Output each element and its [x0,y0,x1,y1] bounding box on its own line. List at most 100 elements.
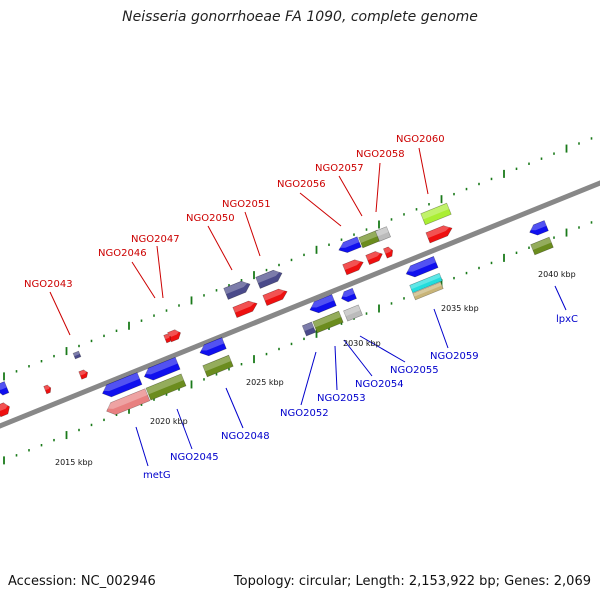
gene-label-ngo2054[interactable]: NGO2054 [355,379,404,390]
gene-ngo2053-highlight [312,311,342,328]
gene-ngo2060-b-highlight [425,225,452,239]
gene-ngo2059-up [405,256,439,278]
gene-ngo2046-shape [163,333,172,344]
leader-line [554,285,567,311]
gene-ngo2050-highlight [223,281,250,295]
gene-ngo2045-shape [145,373,187,401]
leader-line [375,162,381,213]
gene-ngo2051-shape [255,269,283,289]
gene-label-ngo2051[interactable]: NGO2051 [222,199,271,210]
gene-ngo2060-b [425,225,453,244]
gene-ngo2060-highlight [420,203,450,220]
gene-ngo2058-b [383,246,394,259]
gene-ngo2051-highlight [255,270,282,284]
gene-ngo2052 [301,321,317,337]
gene-lpxc-up-shape [529,220,549,236]
gene-ngo2047-shape [167,329,181,343]
gene-label-ngo2052[interactable]: NGO2052 [280,408,329,419]
leader-line [343,339,373,377]
gene-ngo2048-up [198,337,227,357]
gene-ngo2045-up [143,356,181,381]
gene-ngo2053-up-shape [309,294,337,314]
gene-ngo2058 [374,226,392,242]
gene-label-ngo2048[interactable]: NGO2048 [221,431,270,442]
gene-ngo2047-highlight [167,329,180,338]
gene-label-ngo2055[interactable]: NGO2055 [390,365,439,376]
gene-ngo2043 [78,369,89,380]
gene-label-lpxc[interactable]: lpxC [556,314,578,325]
gene-ngo2059-up-shape [405,256,439,278]
label-leader-lines [49,147,567,467]
genome-stats-text: Topology: circular; Length: 2,153,922 bp… [233,574,591,589]
accession-text: Accession: NC_002946 [8,574,156,589]
gene-ngo2058-highlight [375,226,389,237]
gene-label-ngo2057[interactable]: NGO2057 [315,163,364,174]
gene-label-ngo2059[interactable]: NGO2059 [430,351,479,362]
gene-ngo2052-shape [301,321,317,337]
leader-line [131,261,156,299]
gene-label-ngo2046[interactable]: NGO2046 [98,248,147,259]
gene-ngo2055 [343,304,363,322]
gene-ngo2059-highlight [412,282,442,297]
gene-ngo2056-b-shape [342,259,364,276]
gene-ngo2054-up-shape [341,287,357,303]
gene-ngo2045-highlight [146,374,184,395]
gene-ngo2050-b-highlight [232,301,257,313]
gene-ngo2050 [223,280,251,300]
gene-label-ngo2045[interactable]: NGO2045 [170,452,219,463]
gene-label-ngo2053[interactable]: NGO2053 [317,393,366,404]
leader-line [135,426,149,467]
gene-ngo2060 [420,202,452,226]
leader-line [433,308,449,349]
gene-ngo2053-up-highlight [308,294,335,308]
leader-line [49,291,71,336]
scale-label-2025: 2025 kbp [246,378,284,387]
genome-title: Neisseria gonorrhoeae FA 1090, complete … [122,9,478,25]
gene-metg-up-shape [102,372,143,398]
leader-line [225,387,244,429]
leader-line [338,175,363,217]
gene-ngo2053 [312,310,344,334]
gene-ngo2058-b-highlight [383,247,392,254]
gene-ngo2050-shape [223,280,251,300]
gene-ngo2056-b [342,259,364,276]
gene-label-ngo2058[interactable]: NGO2058 [356,149,405,160]
gene-ngo2053-shape [312,310,344,334]
gene-ngo2055-shape [343,304,363,322]
scale-label-2030: 2030 kbp [343,339,381,348]
gene-ngo2045 [145,373,187,401]
scale-label-2020: 2020 kbp [150,417,188,426]
gene-ngo2059-c-highlight [409,273,441,290]
leader-line [176,408,193,450]
gene-ngo2058-shape [374,226,392,242]
gene-ngo2054-up-highlight [340,288,355,298]
gene-ngo2048-up-shape [199,337,227,357]
leader-line [244,211,261,257]
gene-ngo2051 [255,269,283,289]
gene-label-metg[interactable]: metG [143,470,171,481]
gene-ngo2043-highlight [78,370,88,376]
leader-line [359,335,406,363]
gene-ngo2051-b-highlight [262,289,287,301]
gene-label-ngo2056[interactable]: NGO2056 [277,179,326,190]
leader-line [299,192,342,227]
gene-ngo2059-c-shape [409,272,443,294]
gene-ngo2043-a-highlight [73,351,80,357]
gene-lpxc-up-highlight [528,220,547,231]
gene-ngo2057-b-shape [365,251,383,266]
gene-label-ngo2060[interactable]: NGO2060 [396,134,445,145]
gene-label-ngo2050[interactable]: NGO2050 [186,213,235,224]
scale-label-2015: 2015 kbp [55,458,93,467]
gene-ngo2059 [412,281,444,301]
gene-ngo2042-highlight [43,385,51,391]
gene-label-ngo2043[interactable]: NGO2043 [24,279,73,290]
gene-ngo2056-shape [338,236,362,253]
gene-ngo2057-b-highlight [365,251,382,261]
leader-line [334,345,338,391]
gene-label-ngo2047[interactable]: NGO2047 [131,234,180,245]
leader-line [156,245,164,299]
gene-ngo2043-shape [78,369,89,380]
gene-ngo2060-shape [420,202,452,226]
gene-ngo2042 [43,384,52,395]
gene-edge-low-highlight [0,403,9,412]
